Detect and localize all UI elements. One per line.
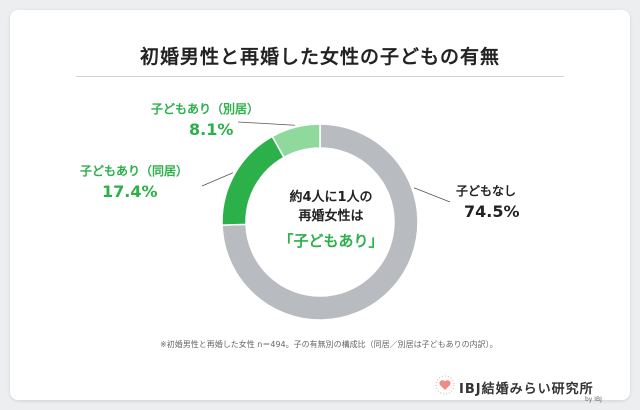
chart-card: 初婚男性と再婚した女性の子どもの有無 子どもあり（別居） 8.1% 子どもあり（… [10, 10, 630, 403]
center-line-3: 「子どもあり」 [278, 232, 384, 250]
slice-label-none: 子どもなし 74.5% [456, 182, 520, 221]
donut-center-text: 約4人に1人の 再婚女性は 「子どもあり」 [276, 188, 386, 254]
slice-value-cohabit: 17.4% [102, 182, 158, 201]
slice-label-separate: 子どもあり（別居） 8.1% [151, 100, 259, 139]
leader-lines [201, 121, 451, 203]
title-divider [76, 76, 564, 77]
center-line-1: 約4人に1人の [289, 190, 373, 205]
slice-value-separate: 8.1% [189, 120, 234, 139]
slice-cohabit [221, 135, 285, 226]
slice-label-cohabit: 子どもあり（同居） 17.4% [80, 162, 188, 201]
slice-separate [271, 123, 321, 159]
slice-name-separate: 子どもあり（別居） [151, 102, 260, 116]
leader-line-separate [237, 121, 295, 126]
leader-line-cohabit [201, 172, 234, 187]
donut-chart [201, 121, 451, 321]
slice-name-none: 子どもなし [456, 184, 517, 198]
slice-value-none: 74.5% [464, 202, 520, 221]
center-line-2: 再婚女性は [298, 209, 364, 224]
donut-slices [221, 123, 419, 321]
slice-none [221, 123, 419, 321]
leader-line-none [413, 187, 451, 203]
footnote: ※初婚男性と再婚した女性 n＝494。子の有無別の構成比（同居／別居は子どもあり… [160, 340, 498, 349]
logo-by: by IBJ [585, 396, 602, 403]
slice-name-cohabit: 子どもあり（同居） [80, 164, 189, 178]
heart-icon [435, 375, 455, 395]
chart-title: 初婚男性と再婚した女性の子どもの有無 [139, 46, 500, 68]
logo-text: IBJ結婚みらい研究所 [459, 382, 594, 397]
